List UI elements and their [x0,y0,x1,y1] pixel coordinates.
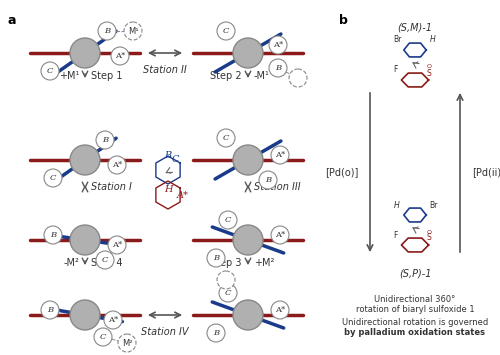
Text: B: B [275,64,281,72]
Circle shape [70,225,100,255]
Circle shape [289,69,307,87]
Text: C: C [50,174,56,182]
Text: H: H [164,186,172,195]
Text: Station I: Station I [91,182,132,192]
Circle shape [269,36,287,54]
Text: Station III: Station III [254,182,300,192]
Text: (S,P)-1: (S,P)-1 [399,268,431,278]
Text: B: B [104,27,110,35]
Circle shape [124,22,142,40]
Circle shape [217,22,235,40]
Text: H: H [430,36,436,44]
Text: C: C [102,256,108,264]
Circle shape [219,284,237,302]
Text: B: B [164,151,172,159]
Circle shape [94,328,112,346]
Text: C: C [171,155,179,164]
Circle shape [217,271,235,289]
Circle shape [269,59,287,77]
Text: A*: A* [275,306,285,314]
Circle shape [108,236,126,254]
Text: Unidirectional rotation is governed: Unidirectional rotation is governed [342,318,488,327]
Text: F: F [393,230,397,240]
Text: Step 2: Step 2 [210,71,242,81]
Text: Station II: Station II [143,65,187,75]
Text: A*: A* [112,161,122,169]
Circle shape [108,156,126,174]
Text: Step 4: Step 4 [91,258,122,268]
Circle shape [233,225,263,255]
Text: B: B [47,306,53,314]
Text: (S,M)-1: (S,M)-1 [398,22,432,32]
Text: M¹: M¹ [128,27,138,36]
Circle shape [233,145,263,175]
Circle shape [70,300,100,330]
Circle shape [70,38,100,68]
Circle shape [207,249,225,267]
Text: B: B [265,176,271,184]
Text: a: a [8,14,16,27]
Circle shape [217,129,235,147]
Text: A*: A* [115,52,125,60]
Text: C: C [225,289,231,297]
Text: S: S [426,69,432,77]
Circle shape [98,22,116,40]
Text: A*: A* [112,241,122,249]
Text: A*: A* [275,231,285,239]
Circle shape [41,301,59,319]
Circle shape [219,211,237,229]
Text: B: B [50,231,56,239]
Circle shape [207,324,225,342]
Circle shape [271,226,289,244]
Text: M²: M² [122,339,132,348]
Circle shape [96,251,114,269]
Text: by palladium oxidation states: by palladium oxidation states [344,328,486,337]
Circle shape [233,38,263,68]
Text: B: B [102,136,108,144]
Text: B: B [213,329,219,337]
Text: rotation of biaryl sulfoxide 1: rotation of biaryl sulfoxide 1 [356,305,474,314]
Text: A*: A* [108,316,118,324]
Text: b: b [339,14,348,27]
Text: Station IV: Station IV [142,327,189,337]
Circle shape [104,311,122,329]
Text: Br: Br [393,36,401,44]
Text: C: C [100,333,106,341]
Text: O: O [426,229,432,235]
Text: O: O [426,65,432,70]
Text: C: C [225,216,231,224]
Text: Unidirectional 360°: Unidirectional 360° [374,295,456,304]
Circle shape [259,171,277,189]
Circle shape [41,62,59,80]
Text: +M¹: +M¹ [58,71,79,81]
Text: -M²: -M² [63,258,79,268]
Circle shape [271,146,289,164]
Text: B: B [213,254,219,262]
Text: H: H [394,201,400,209]
Text: Step 1: Step 1 [91,71,122,81]
Circle shape [118,334,136,352]
Text: A*: A* [177,191,189,200]
Text: [Pd(ii)]: [Pd(ii)] [472,167,500,177]
Circle shape [111,47,129,65]
Text: -M¹: -M¹ [254,71,270,81]
Text: F: F [393,66,397,75]
Circle shape [44,226,62,244]
Text: S: S [426,234,432,242]
Text: +M²: +M² [254,258,274,268]
Text: A*: A* [273,41,283,49]
Text: C: C [223,27,229,35]
Circle shape [233,300,263,330]
Text: C: C [47,67,53,75]
Text: A*: A* [275,151,285,159]
Text: Step 3: Step 3 [210,258,242,268]
Text: [Pd(o)]: [Pd(o)] [324,167,358,177]
Circle shape [44,169,62,187]
Text: C: C [223,134,229,142]
Circle shape [96,131,114,149]
Text: Br: Br [429,201,437,209]
Circle shape [271,301,289,319]
Circle shape [70,145,100,175]
